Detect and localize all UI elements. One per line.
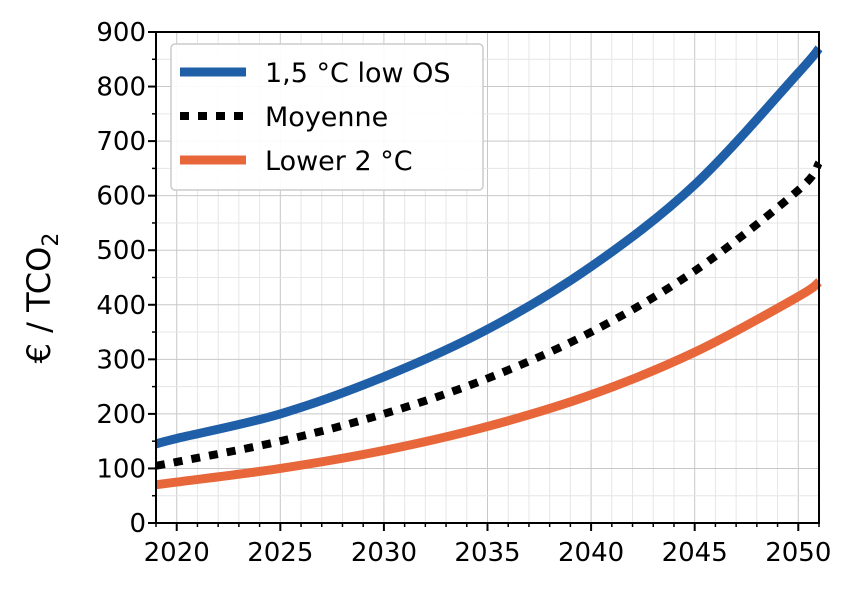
series-line-3 [155,278,822,490]
y-axis-label-text: € / TCO [20,247,58,364]
series-line-2 [155,160,823,470]
legend: 1,5 °C low OS Moyenne Lower 2 °C [170,43,484,191]
legend-label-1: 1,5 °C low OS [265,58,451,89]
x-tick-label: 2035 [454,538,520,568]
legend-label-3: Lower 2 °C [265,146,413,177]
y-tick-label: 800 [96,73,146,103]
y-tick-label: 900 [96,18,146,48]
y-tick-label: 200 [96,400,146,430]
y-tick-label: 400 [96,291,146,321]
x-tick-label: 2025 [247,538,313,568]
x-tick-label: 2045 [662,538,728,568]
legend-box [170,43,484,191]
x-tick-label: 2050 [765,538,831,568]
y-axis-label: € / TCO2 [20,233,64,364]
legend-label-2: Moyenne [265,102,388,133]
series-line-1 [154,45,823,449]
svg-text:€ / TCO2: € / TCO2 [20,233,64,364]
y-tick-label: 500 [96,236,146,266]
x-tick-label: 2030 [351,538,417,568]
x-tick-label: 2040 [558,538,624,568]
y-tick-label: 600 [96,182,146,212]
y-tick-label: 300 [96,345,146,375]
y-tick-label: 100 [96,454,146,484]
y-axis-label-subscript: 2 [39,233,64,247]
axis-ticks: 2020 2025 2030 2035 2040 2045 2050 0 100 200 300 40… [96,18,831,568]
y-tick-label: 700 [96,127,146,157]
series-lines [154,45,823,490]
y-tick-label: 0 [129,509,146,539]
x-tick-label: 2020 [144,538,210,568]
